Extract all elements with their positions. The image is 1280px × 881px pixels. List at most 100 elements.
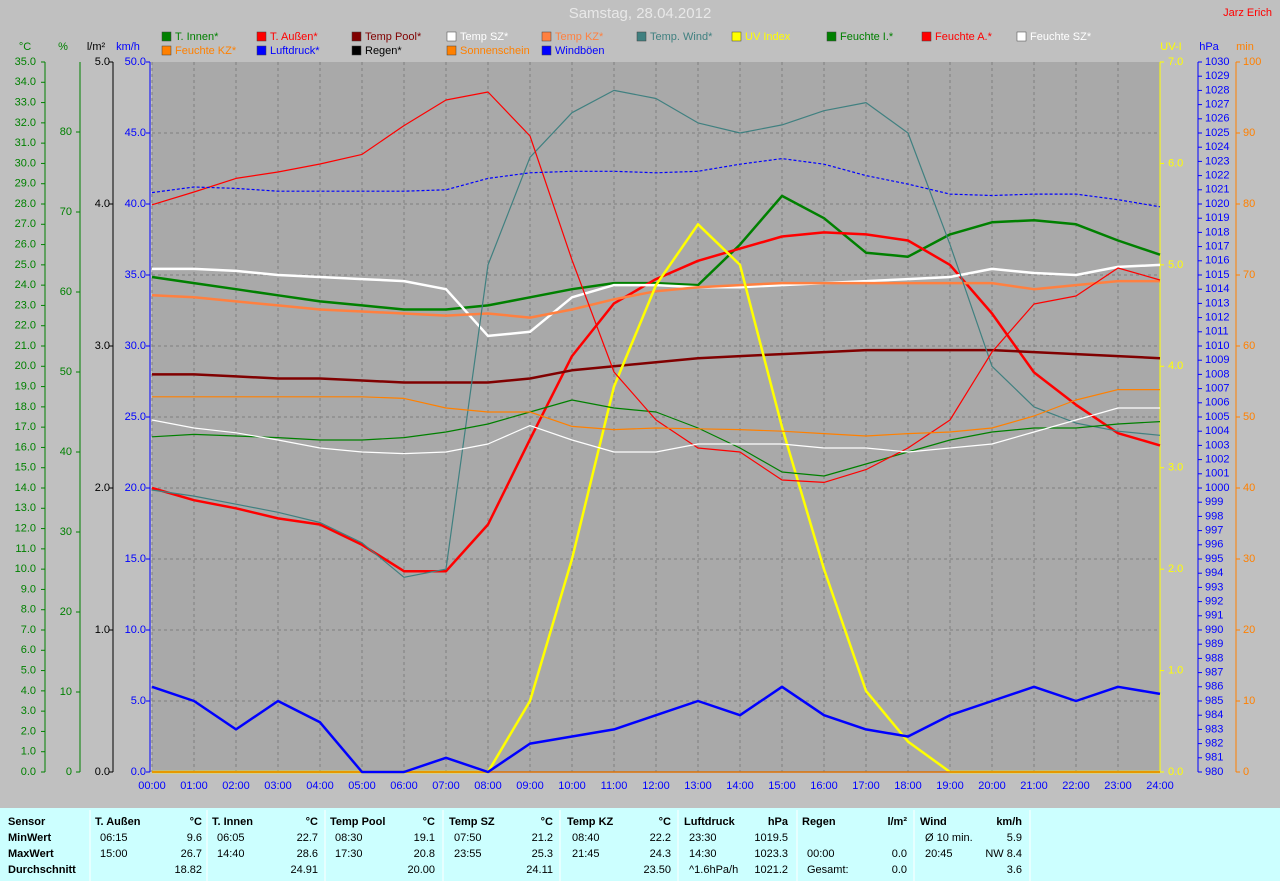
y-tick-label: 990 [1205, 624, 1223, 636]
chart-title: Samstag, 28.04.2012 [569, 5, 712, 22]
y-tick-label: 993 [1205, 581, 1223, 593]
x-tick-label: 02:00 [222, 780, 250, 792]
legend-label: Luftdruck* [270, 45, 320, 57]
y-tick-label: 6.0 [1168, 157, 1183, 169]
x-tick-label: 05:00 [348, 780, 376, 792]
y-tick-label: 991 [1205, 610, 1223, 622]
y-tick-label: 1028 [1205, 84, 1229, 96]
data-line [151, 231, 1161, 573]
y-tick-label: 5.0 [21, 664, 36, 676]
row-label: MinWert [8, 832, 52, 844]
cell-time: 06:05 [217, 832, 245, 844]
y-tick-label: 0 [1243, 766, 1249, 778]
row-label: Durchschnitt [8, 864, 76, 876]
y-tick-label: 7.0 [1168, 56, 1183, 68]
axis-title: % [58, 41, 68, 53]
cell-time: 06:15 [100, 832, 128, 844]
y-tick-label: 90 [1243, 127, 1255, 139]
table-unit: °C [190, 816, 202, 828]
y-tick-label: 4.0 [21, 685, 36, 697]
row-label: MaxWert [8, 848, 54, 860]
x-tick-label: 12:00 [642, 780, 670, 792]
y-tick-label: 33.0 [15, 96, 36, 108]
cell-time: 00:00 [807, 848, 835, 860]
y-tick-label: 1011 [1205, 326, 1229, 338]
cell-value: NW 8.4 [985, 848, 1022, 860]
cell-value: 5.9 [1007, 832, 1022, 844]
y-tick-label: 0.0 [95, 766, 110, 778]
legend-label: Regen* [365, 45, 402, 57]
legend-swatch [921, 31, 932, 42]
data-line [151, 89, 1161, 578]
y-tick-label: 4.0 [95, 198, 110, 210]
y-tick-label: 1000 [1205, 482, 1229, 494]
cell-time: 14:40 [217, 848, 245, 860]
axis-title: km/h [116, 41, 140, 53]
y-tick-label: 989 [1205, 638, 1223, 650]
y-tick-label: 1.0 [1168, 664, 1183, 676]
data-line [152, 389, 1160, 437]
y-tick-label: 50 [1243, 411, 1255, 423]
cell-value: 0.0 [892, 864, 907, 876]
legend-swatch [351, 45, 362, 56]
y-tick-label: 3.0 [1168, 462, 1183, 474]
cell-value: 3.6 [1007, 864, 1022, 876]
y-tick-label: 35.0 [15, 56, 36, 68]
cell-time: 08:30 [335, 832, 363, 844]
table-header: Wind [920, 816, 947, 828]
y-tick-label: 10 [60, 686, 72, 698]
cell-time: 08:40 [572, 832, 600, 844]
y-tick-label: 35.0 [125, 269, 146, 281]
y-tick-label: 10.0 [125, 624, 146, 636]
legend-label: T. Innen* [175, 31, 219, 43]
x-tick-label: 11:00 [601, 780, 628, 792]
y-tick-label: 45.0 [125, 127, 146, 139]
y-tick-label: 1002 [1205, 454, 1229, 466]
cell-value: 26.7 [181, 848, 202, 860]
y-tick-label: 1014 [1205, 283, 1229, 295]
legend-swatch [446, 31, 457, 42]
x-tick-label: 14:00 [726, 780, 754, 792]
cell-time: 21:45 [572, 848, 600, 860]
cell-value: 18.82 [174, 864, 202, 876]
y-tick-label: 984 [1205, 709, 1223, 721]
y-tick-label: 15.0 [125, 553, 146, 565]
y-tick-label: 992 [1205, 596, 1223, 608]
y-tick-label: 15.0 [15, 462, 36, 474]
cell-value: 28.6 [297, 848, 318, 860]
data-line [151, 407, 1160, 455]
table-header: Luftdruck [684, 816, 736, 828]
y-tick-label: 1020 [1205, 198, 1229, 210]
y-tick-label: 982 [1205, 738, 1223, 750]
table-header: Temp SZ [449, 816, 495, 828]
y-tick-label: 29.0 [15, 178, 36, 190]
y-tick-label: 1013 [1205, 297, 1229, 309]
legend-swatch [446, 45, 457, 56]
y-tick-label: 0.0 [21, 766, 36, 778]
y-tick-label: 80 [1243, 198, 1255, 210]
y-tick-label: 995 [1205, 553, 1223, 565]
x-tick-label: 01:00 [180, 780, 208, 792]
y-tick-label: 1008 [1205, 368, 1229, 380]
legend-label: Windböen [555, 45, 605, 57]
legend-label: Sonnenschein [460, 45, 530, 57]
legend-label: Feuchte A.* [935, 31, 993, 43]
legend-label: Temp KZ* [555, 31, 604, 43]
y-tick-label: 2.0 [1168, 563, 1183, 575]
cell-time: 23:30 [689, 832, 717, 844]
y-tick-label: 999 [1205, 496, 1223, 508]
legend-swatch [731, 31, 742, 42]
y-tick-label: 25.0 [15, 259, 36, 271]
cell-value: 24.91 [290, 864, 318, 876]
x-tick-label: 22:00 [1062, 780, 1090, 792]
table-unit: °C [541, 816, 553, 828]
x-tick-label: 07:00 [432, 780, 460, 792]
y-tick-label: 980 [1205, 766, 1223, 778]
y-tick-label: 20 [60, 606, 72, 618]
y-tick-label: 50.0 [125, 56, 146, 68]
x-tick-label: 17:00 [852, 780, 880, 792]
table-header: Temp Pool [330, 816, 385, 828]
y-tick-label: 5.0 [95, 56, 110, 68]
y-tick-label: 985 [1205, 695, 1223, 707]
y-tick-label: 20 [1243, 624, 1255, 636]
